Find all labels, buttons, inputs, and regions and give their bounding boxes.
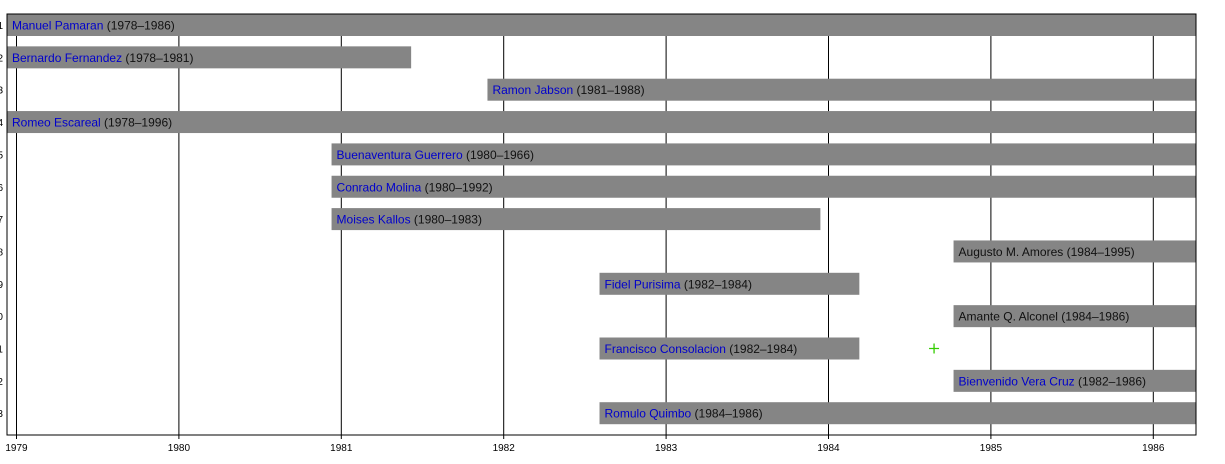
x-tick-label: 1981 [330,443,353,454]
person-link[interactable]: Ramon Jabson [492,83,573,97]
term-years: (1984–1995) [1063,245,1134,259]
timeline-bar [7,46,412,69]
timeline-bar [599,272,860,295]
bar-label: Conrado Molina (1980–1992) [337,180,493,194]
x-tick-label: 1982 [493,443,516,454]
timeline-bar [7,111,1196,134]
person-name: Augusto M. Amores [959,245,1064,259]
bar-label: Buenaventura Guerrero (1980–1966) [337,148,534,162]
person-link[interactable]: Bienvenido Vera Cruz [959,374,1075,388]
bar-label: Bernardo Fernandez (1978–1981) [12,51,193,65]
timeline-bar [599,337,860,360]
x-tick-label: 1980 [168,443,191,454]
plot-frame [6,13,1197,436]
bar-label: Moises Kallos (1980–1983) [337,213,482,227]
row-label: 13 [0,409,3,420]
timeline-bar [7,14,1196,36]
term-years: (1982–1984) [726,342,797,356]
x-tick-label: 1983 [655,443,678,454]
term-years: (1982–1986) [1075,374,1146,388]
term-years: (1980–1966) [463,148,534,162]
person-link[interactable]: Moises Kallos [337,213,411,227]
row-label: 5 [0,150,3,161]
timeline-bar [953,240,1196,263]
row-label: 12 [0,377,3,388]
row-label: 1 [0,21,3,32]
term-years: (1984–1986) [691,407,762,421]
person-link[interactable]: Buenaventura Guerrero [337,148,463,162]
timeline-bar [599,402,1196,425]
person-link[interactable]: Francisco Consolacion [605,342,726,356]
plus-marker [929,343,940,354]
person-link[interactable]: Fidel Purisima [605,277,681,291]
bar-label: Manuel Pamaran (1978–1986) [12,19,175,33]
timeline-bar [487,78,1196,101]
bar-label: Augusto M. Amores (1984–1995) [959,245,1135,259]
bar-label: Ramon Jabson (1981–1988) [492,83,644,97]
person-name: Amante Q. Alconel [959,310,1058,324]
term-years: (1978–1981) [122,51,193,65]
bar-label: Fidel Purisima (1982–1984) [605,277,752,291]
row-label: 2 [0,53,3,64]
person-link[interactable]: Romeo Escareal [12,116,101,130]
row-label: 10 [0,312,3,323]
term-years: (1980–1992) [421,180,492,194]
person-link[interactable]: Manuel Pamaran [12,19,103,33]
bar-label: Romeo Escareal (1978–1996) [12,116,172,130]
plot-area: Manuel Pamaran (1978–1986) Bernardo Ferna… [7,14,1196,435]
bar-label: Amante Q. Alconel (1984–1986) [959,310,1130,324]
x-tick-label: 1986 [1142,443,1165,454]
x-tick-label: 1984 [817,443,840,454]
term-years: (1980–1983) [411,213,482,227]
x-tick-label: 1985 [980,443,1003,454]
person-link[interactable]: Bernardo Fernandez [12,51,122,65]
term-years: (1978–1996) [101,116,172,130]
timeline-bar [331,175,1196,198]
row-label: 6 [0,183,3,194]
bar-label: Bienvenido Vera Cruz (1982–1986) [959,374,1146,388]
term-years: (1984–1986) [1058,310,1129,324]
timeline-bar [331,143,1196,166]
person-link[interactable]: Conrado Molina [337,180,422,194]
person-link[interactable]: Romulo Quimbo [605,407,692,421]
row-label: 9 [0,280,3,291]
term-years: (1981–1988) [573,83,644,97]
timeline-bar [953,305,1196,328]
timeline-bar [331,208,821,231]
term-years: (1982–1984) [681,277,752,291]
row-label: 11 [0,345,3,356]
bar-label: Francisco Consolacion (1982–1984) [605,342,798,356]
term-years: (1978–1986) [103,19,174,33]
row-label: 4 [0,118,3,129]
bar-label: Romulo Quimbo (1984–1986) [605,407,763,421]
timeline-bar [953,369,1196,392]
row-label: 8 [0,247,3,258]
x-tick-label: 1979 [5,443,28,454]
row-label: 3 [0,86,3,97]
row-label: 7 [0,215,3,226]
